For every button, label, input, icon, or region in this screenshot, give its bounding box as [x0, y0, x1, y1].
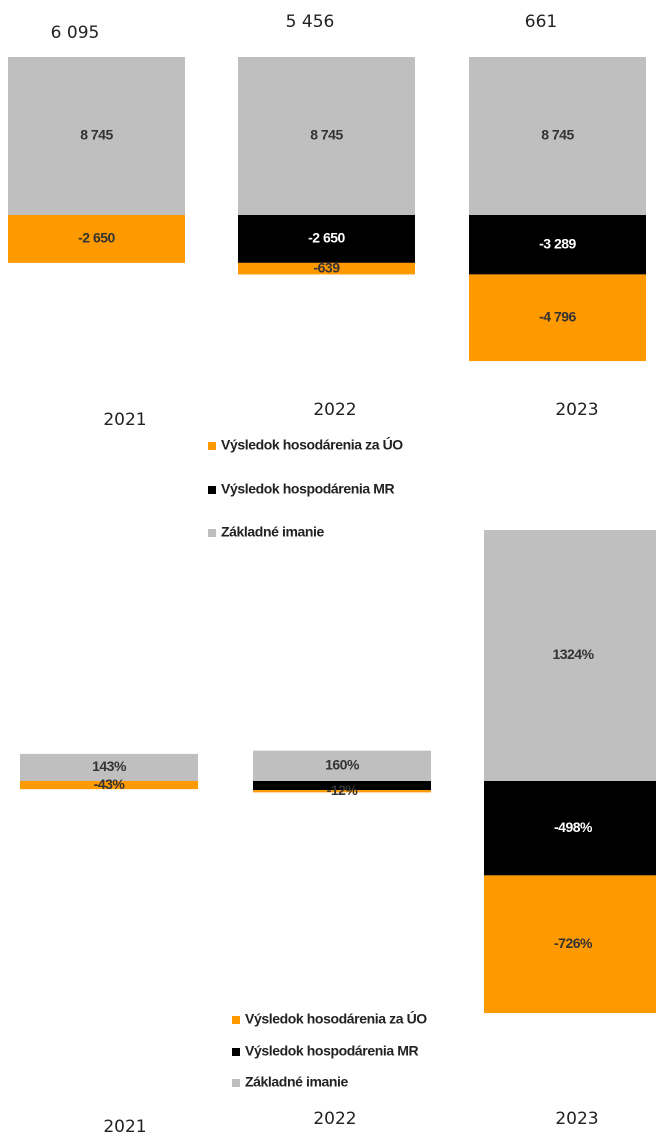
- legend-swatch: [208, 486, 216, 494]
- data-label: -639: [313, 259, 340, 275]
- bar-segment: [253, 790, 431, 793]
- x-tick-label: 2023: [555, 1109, 598, 1129]
- data-label: -2 650: [308, 230, 345, 246]
- legend-label: Základné imanie: [245, 1074, 349, 1090]
- legend-label: Výsledok hospodárenia MR: [245, 1043, 419, 1059]
- data-label: 143%: [92, 758, 127, 774]
- bar-segment: [20, 753, 198, 781]
- data-label: -726%: [554, 935, 593, 951]
- data-label: -43%: [94, 776, 126, 792]
- bar-segment: [253, 781, 431, 791]
- bar-segment: [484, 781, 656, 876]
- legend-swatch: [232, 1079, 240, 1087]
- legend-label: Výsledok hosodárenia za ÚO: [245, 1010, 427, 1027]
- data-label: 8 745: [310, 127, 343, 143]
- bar-segment: [238, 215, 415, 263]
- data-label: 160%: [325, 757, 360, 773]
- x-tick-label: 2022: [313, 1109, 356, 1129]
- legend-label: Výsledok hospodárenia MR: [221, 481, 395, 497]
- bar-segment: [484, 875, 656, 1014]
- bar-segment: [253, 750, 431, 781]
- bar-segment: [469, 57, 646, 215]
- legend-label: Základné imanie: [221, 524, 325, 540]
- bar-segment: [20, 781, 198, 790]
- total-label: 5 456: [286, 12, 335, 32]
- data-label: -4 796: [539, 308, 576, 324]
- data-label: 8 745: [80, 127, 113, 143]
- total-label: 6 095: [51, 23, 100, 43]
- legend-swatch: [232, 1016, 240, 1024]
- bar-segment: [238, 262, 415, 275]
- bar-segment: [8, 57, 185, 215]
- x-tick-label: 2022: [313, 400, 356, 420]
- x-tick-label: 2023: [555, 400, 598, 420]
- data-label: -498%: [554, 819, 593, 835]
- bar-segment: [484, 530, 656, 781]
- bar-segment: [469, 215, 646, 275]
- bar-segment: [8, 215, 185, 263]
- data-label: -2 650: [78, 230, 115, 246]
- bar-segment: [469, 274, 646, 362]
- legend-swatch: [208, 442, 216, 450]
- x-tick-label: 2021: [103, 410, 146, 430]
- total-label: 661: [525, 12, 557, 32]
- legend-label: Výsledok hosodárenia za ÚO: [221, 436, 403, 453]
- data-label: -3 289: [539, 235, 576, 251]
- data-label: 8 745: [541, 127, 574, 143]
- x-tick-label: 2021: [103, 1117, 146, 1135]
- data-label: 1324%: [552, 646, 594, 662]
- bar-segment: [238, 57, 415, 215]
- legend-swatch: [208, 529, 216, 537]
- legend-swatch: [232, 1048, 240, 1056]
- data-label: -12%: [327, 782, 359, 798]
